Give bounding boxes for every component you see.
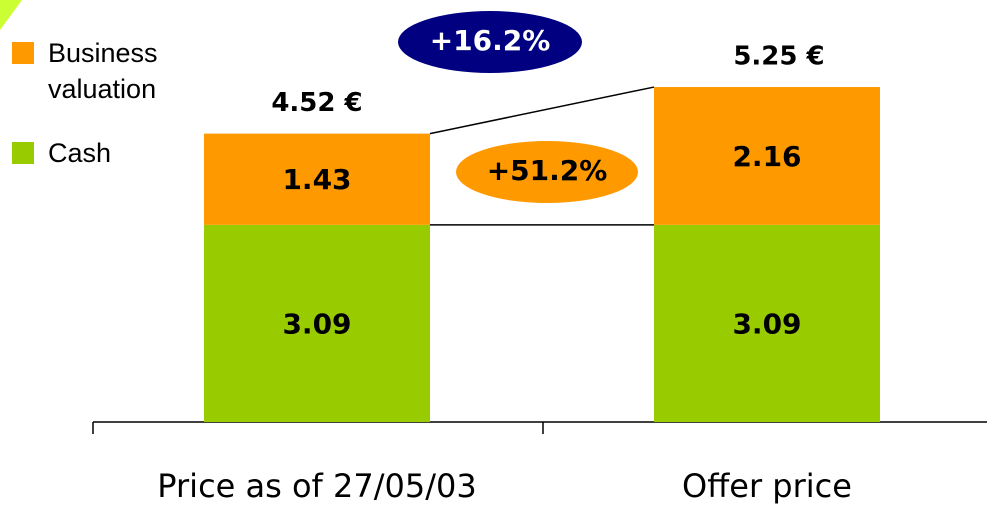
legend-label: Cash [48, 138, 112, 168]
annotation: +51.2% [487, 154, 608, 187]
legend-label: Business valuation [48, 38, 158, 104]
segment-label: 3.09 [732, 307, 801, 340]
connector [429, 86, 655, 135]
x-tick-label: Offer price [682, 467, 852, 505]
annotation-bubble [398, 11, 582, 73]
annotation: +16.2% [430, 24, 551, 57]
legend-swatch [12, 142, 34, 164]
corner-decoration [0, 0, 22, 30]
segment-label: 3.09 [282, 307, 351, 340]
x-tick-label: Price as of 27/05/03 [157, 467, 476, 505]
total-label: 5.25 € [733, 42, 824, 72]
total-label: 4.52 € [271, 88, 362, 118]
bar-segment [204, 133, 430, 225]
bar-segment [654, 224, 880, 422]
annotation-bubble [456, 141, 638, 203]
legend-swatch [12, 42, 34, 64]
bar-segment [204, 224, 430, 422]
segment-label: 2.16 [732, 140, 801, 173]
bar-segment [654, 87, 880, 225]
segment-label: 1.43 [282, 163, 351, 196]
